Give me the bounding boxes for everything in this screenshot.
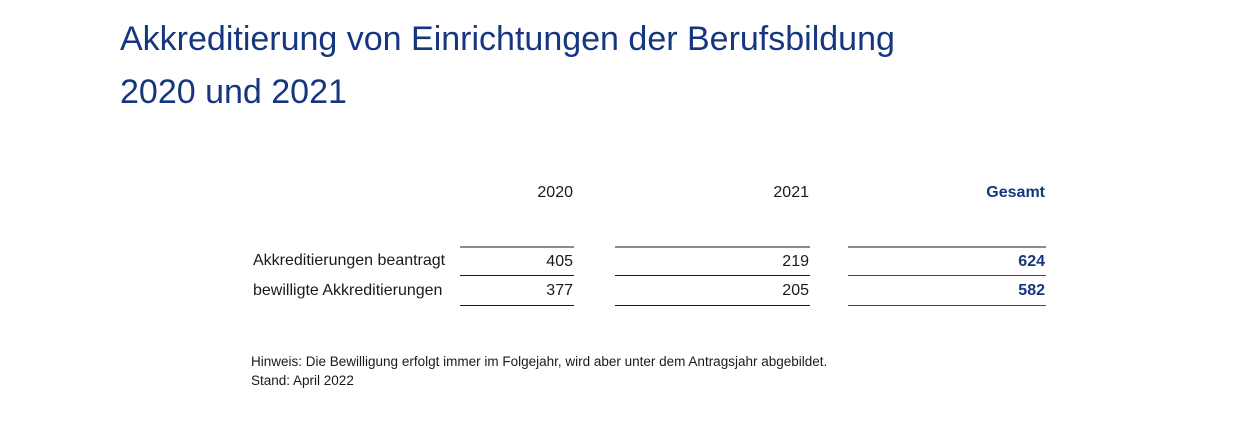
footnote-hinweis: Hinweis: Die Bewilligung erfolgt immer i… bbox=[251, 354, 828, 369]
row-label-bewilligt: bewilligte Akkreditierungen bbox=[253, 282, 443, 299]
table-row-bewilligt: bewilligte Akkreditierungen 377 205 582 bbox=[253, 276, 1046, 306]
cell-bewilligt-2020: 377 bbox=[460, 276, 574, 306]
footnote: Hinweis: Die Bewilligung erfolgt immer i… bbox=[251, 352, 827, 390]
page-title-line-1: Akkreditierung von Einrichtungen der Ber… bbox=[120, 20, 895, 58]
data-table: 2020 2021 Gesamt Akkreditierungen beantr… bbox=[253, 182, 1046, 306]
table-body: Akkreditierungen beantragt 405 219 624 b… bbox=[253, 246, 1046, 306]
column-header-2021: 2021 bbox=[773, 184, 809, 201]
cell-beantragt-2020: 405 bbox=[460, 246, 574, 276]
table-row-beantragt: Akkreditierungen beantragt 405 219 624 bbox=[253, 246, 1046, 276]
footnote-stand: Stand: April 2022 bbox=[251, 373, 354, 388]
page-title-line-2: 2020 und 2021 bbox=[120, 73, 347, 111]
header-spacer-cell bbox=[253, 182, 450, 204]
row-label-beantragt: Akkreditierungen beantragt bbox=[253, 252, 446, 269]
column-header-gesamt: Gesamt bbox=[986, 184, 1045, 201]
cell-bewilligt-gesamt: 582 bbox=[848, 276, 1046, 306]
cell-beantragt-2021: 219 bbox=[615, 246, 810, 276]
table-header-row: 2020 2021 Gesamt bbox=[253, 182, 1046, 204]
cell-beantragt-gesamt: 624 bbox=[848, 246, 1046, 276]
cell-bewilligt-2021: 205 bbox=[615, 276, 810, 306]
page-title: Akkreditierung von Einrichtungen der Ber… bbox=[120, 13, 895, 119]
column-header-2020: 2020 bbox=[537, 184, 573, 201]
